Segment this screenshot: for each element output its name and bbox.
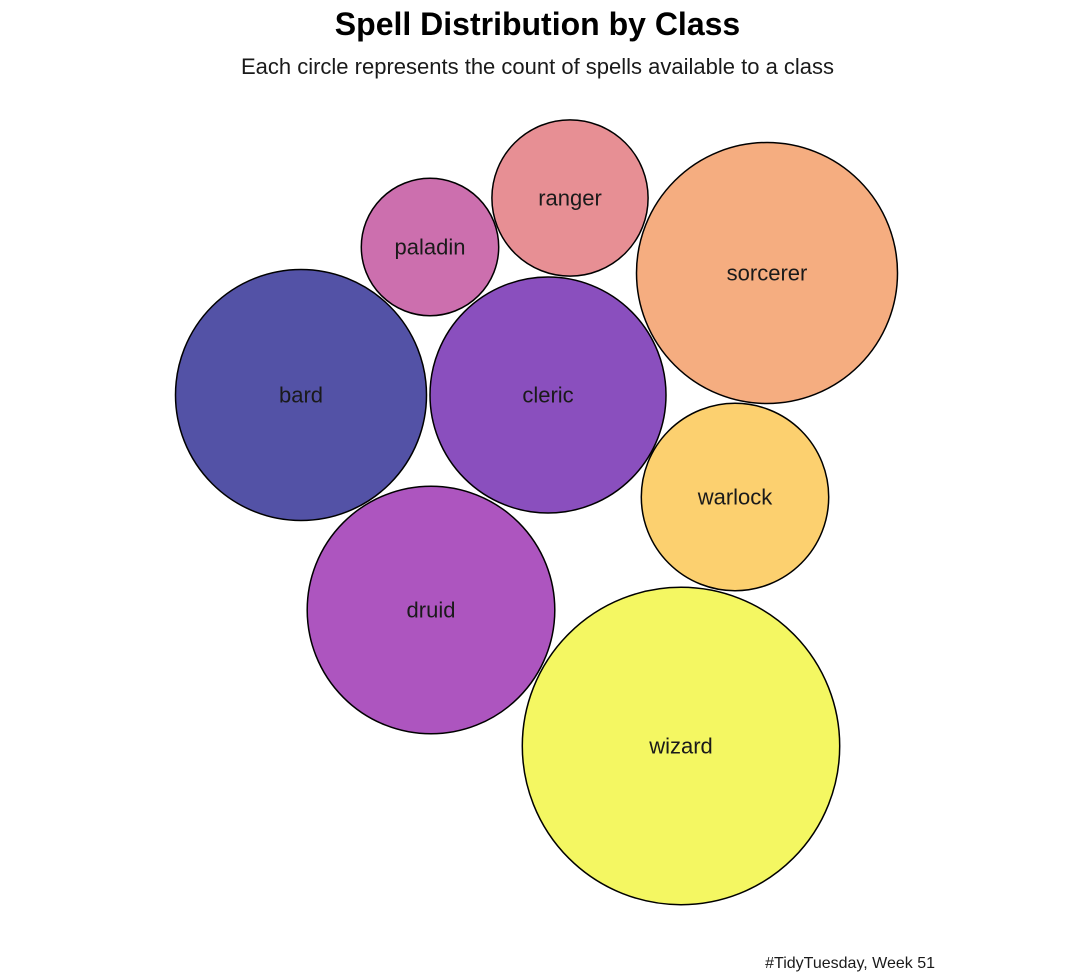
bubble-warlock: warlock — [640, 402, 830, 592]
bubble-wizard: wizard — [521, 586, 841, 906]
bubble-label-bard: bard — [279, 383, 323, 408]
bubble-circle-wizard — [521, 586, 841, 906]
bubble-paladin: paladin — [360, 177, 500, 317]
bubble-circle-druid — [306, 485, 556, 735]
chart-title: Spell Distribution by Class — [334, 6, 741, 42]
bubble-circle-warlock — [640, 402, 830, 592]
bubble-circle-cleric — [429, 276, 667, 514]
bubble-circle-paladin — [360, 177, 500, 317]
bubble-circle-sorcerer — [635, 141, 899, 405]
bubble-cleric: cleric — [429, 276, 667, 514]
bubble-druid: druid — [306, 485, 556, 735]
bubble-ranger: ranger — [491, 119, 649, 277]
bubble-label-wizard: wizard — [648, 734, 713, 759]
chart-caption: #TidyTuesday, Week 51 — [765, 955, 935, 972]
bubble-circle-ranger — [491, 119, 649, 277]
bubble-label-sorcerer: sorcerer — [727, 261, 808, 286]
bubble-sorcerer: sorcerer — [635, 141, 899, 405]
bubble-label-druid: druid — [407, 598, 456, 623]
bubble-label-paladin: paladin — [395, 235, 466, 260]
chart-subtitle: Each circle represents the count of spel… — [240, 54, 835, 79]
bubble-label-ranger: ranger — [538, 186, 602, 211]
bubble-label-cleric: cleric — [522, 383, 573, 408]
bubble-bard: bard — [174, 268, 428, 522]
bubble-circle-bard — [174, 268, 428, 522]
bubble-label-warlock: warlock — [697, 485, 774, 510]
